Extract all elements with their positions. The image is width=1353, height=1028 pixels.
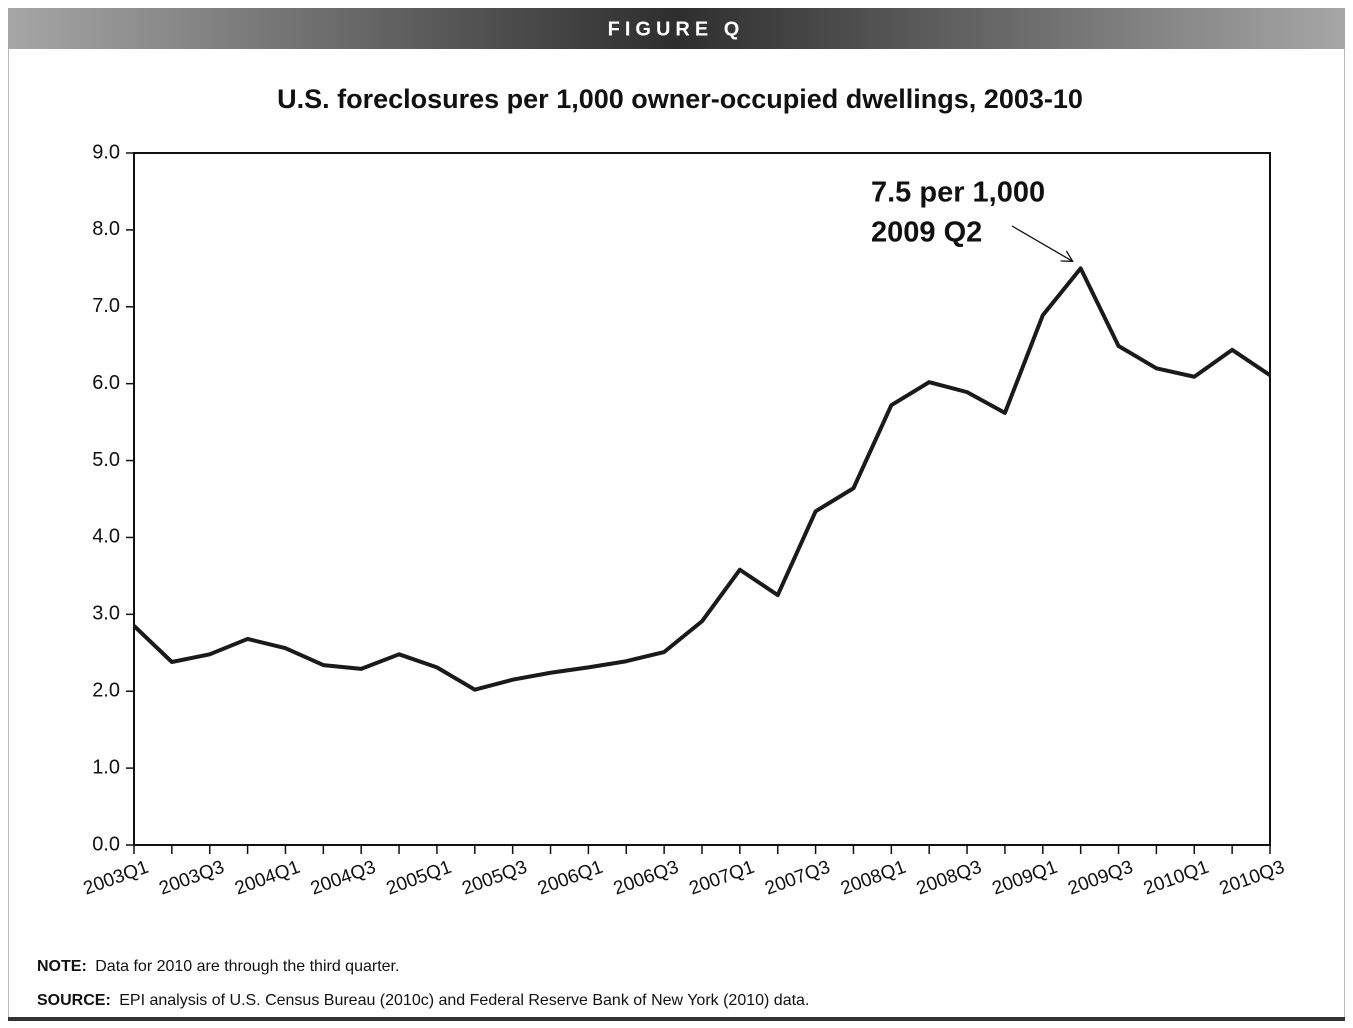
x-tick-label: 2008Q1 (838, 857, 909, 900)
x-tick-label: 2008Q3 (914, 857, 985, 900)
annotation-arrow (1011, 225, 1073, 261)
x-tick-label: 2007Q3 (762, 857, 833, 900)
y-tick-label: 4.0 (92, 526, 120, 548)
y-tick-label: 6.0 (92, 372, 120, 394)
plot: 0.0 1.0 2.0 3.0 4.0 5.0 6.0 7.0 8.0 9.0 2003Q1 2003… (81, 141, 1288, 899)
x-tick-label: 2009Q1 (989, 857, 1060, 900)
y-tick-label: 2.0 (92, 680, 120, 702)
x-tick-label: 2003Q1 (81, 857, 152, 900)
header-bar (8, 8, 1345, 49)
y-tick-label: 7.0 (92, 295, 120, 317)
chart-title: U.S. foreclosures per 1,000 owner-occupi… (277, 84, 1083, 114)
note-label: NOTE: (37, 958, 87, 975)
x-tick-label: 2006Q3 (611, 857, 682, 900)
x-tick-label: 2007Q1 (687, 857, 758, 900)
note-text: Data for 2010 are through the third quar… (95, 958, 399, 975)
x-tick-label: 2003Q3 (156, 857, 227, 900)
x-tick-label: 2010Q1 (1141, 857, 1212, 900)
y-tick-label: 5.0 (92, 449, 120, 471)
x-tick-label: 2005Q3 (459, 857, 530, 900)
y-tick-label: 9.0 (92, 141, 120, 163)
plot-frame (133, 152, 1271, 846)
x-tick-label: 2009Q3 (1065, 857, 1136, 900)
x-tick-label: 2005Q1 (384, 857, 455, 900)
header-label: FIGURE Q (608, 18, 745, 40)
y-tick-label: 3.0 (92, 603, 120, 625)
y-tick-label: 1.0 (92, 756, 120, 778)
x-tick-label: 2010Q3 (1217, 857, 1288, 900)
x-tick-label: 2004Q1 (232, 857, 303, 900)
y-tick-label: 8.0 (92, 218, 120, 240)
source: SOURCE: EPI analysis of U.S. Census Bure… (37, 992, 809, 1009)
x-tick-label: 2006Q1 (535, 857, 606, 900)
footer-bar (8, 1017, 1345, 1021)
y-tick-label: 0.0 (92, 833, 120, 855)
annotation-text: 2009 Q2 (871, 217, 982, 249)
annotation-text: 7.5 per 1,000 (871, 177, 1045, 209)
source-label: SOURCE: (37, 992, 111, 1009)
source-text: EPI analysis of U.S. Census Bureau (2010… (119, 992, 809, 1009)
note: NOTE: Data for 2010 are through the thir… (37, 958, 399, 975)
x-tick-label: 2004Q3 (308, 857, 379, 900)
line-series (132, 266, 1272, 692)
